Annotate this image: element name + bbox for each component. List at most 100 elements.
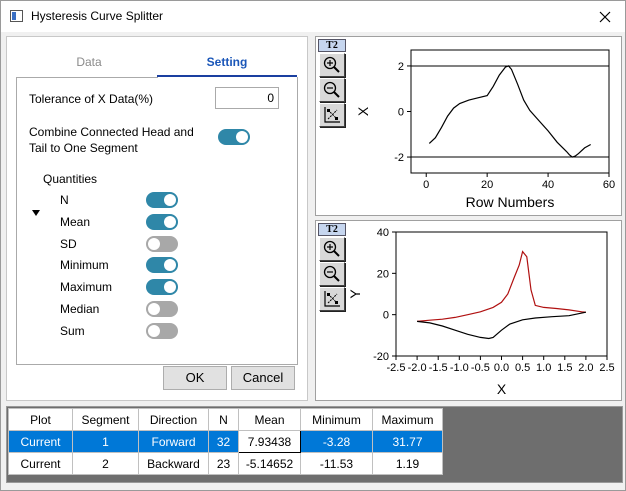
table-cell[interactable]: 1: [72, 430, 139, 453]
quantity-label-maximum: Maximum: [60, 280, 113, 295]
close-icon: [599, 11, 611, 23]
x-tick-label: -2.5: [387, 362, 406, 374]
column-header[interactable]: Mean: [238, 408, 301, 431]
quantities-label: Quantities: [43, 172, 98, 186]
zoom-out-button[interactable]: [319, 262, 345, 286]
combine-label-line1: Combine Connected Head and: [29, 125, 194, 139]
x-tick-label: 0.0: [494, 362, 509, 374]
quantity-label-n: N: [60, 193, 69, 207]
quantity-toggle-mean[interactable]: [146, 213, 178, 230]
plot-y-vs-x[interactable]: -2.5 -2.0 -1.5 -1.0 -0.5 0.0 0.5 1.0 1.5 2.0 2.5 40…: [316, 221, 621, 400]
results-grid: Plot Segment Direction N Mean Minimum Maximum …: [6, 406, 623, 483]
series-line-backward: [417, 311, 587, 340]
tab-setting[interactable]: Setting: [157, 49, 297, 77]
table-cell[interactable]: Backward: [138, 452, 209, 475]
table-cell[interactable]: 23: [208, 452, 239, 475]
y-tick-label: -20: [373, 351, 389, 363]
column-header[interactable]: N: [208, 408, 239, 431]
rescale-button[interactable]: [319, 103, 345, 127]
cancel-button[interactable]: Cancel: [231, 366, 295, 390]
x-axis-label: X: [497, 381, 507, 397]
table-cell[interactable]: -11.53: [300, 452, 373, 475]
x-axis-label: Row Numbers: [466, 194, 555, 210]
layer-badge[interactable]: T2: [318, 223, 346, 236]
table-cell[interactable]: 2: [72, 452, 139, 475]
y-tick-label: 2: [398, 61, 404, 73]
quantity-label-sd: SD: [60, 236, 77, 251]
quantity-toggle-n[interactable]: [146, 192, 178, 208]
x-tick-label: -1.5: [429, 362, 448, 374]
settings-box: [16, 77, 298, 365]
quantity-label-sum: Sum: [60, 323, 85, 338]
plot-panel-top: 0 20 40 60 2 0 -2 Row Numbers X T2: [315, 36, 622, 216]
column-header[interactable]: Direction: [138, 408, 209, 431]
table-cell[interactable]: 1.19: [372, 452, 443, 475]
zoom-out-icon: [323, 81, 340, 98]
quantity-label-minimum: Minimum: [60, 258, 109, 273]
column-header[interactable]: Maximum: [372, 408, 443, 431]
zoom-out-button[interactable]: [319, 78, 345, 102]
quantity-toggle-maximum[interactable]: [146, 279, 178, 296]
y-tick-label: 0: [398, 107, 404, 119]
table-cell[interactable]: Forward: [138, 430, 209, 453]
tolerance-input[interactable]: 0: [215, 87, 279, 109]
table-cell[interactable]: -5.14652: [238, 452, 301, 475]
x-tick-label: 0: [423, 179, 429, 191]
quantity-toggle-median[interactable]: [146, 301, 178, 317]
close-button[interactable]: [585, 1, 625, 32]
table-cell[interactable]: 32: [208, 430, 239, 453]
zoom-in-button[interactable]: [319, 237, 345, 261]
y-tick-label: 40: [377, 227, 389, 239]
quantity-label-mean: Mean: [60, 214, 91, 229]
y-tick-label: -2: [394, 152, 404, 164]
layer-badge[interactable]: T2: [318, 39, 346, 52]
quantity-toggle-minimum[interactable]: [146, 257, 178, 274]
table-cell[interactable]: 31.77: [372, 430, 443, 453]
tab-data[interactable]: Data: [76, 55, 102, 69]
quantity-toggle-sum[interactable]: [146, 322, 178, 339]
tolerance-label: Tolerance of X Data(%): [29, 92, 154, 106]
plot-frame: [395, 231, 608, 357]
table-row[interactable]: Current 1 Forward 32 7.93438 -3.28 31.77: [8, 430, 443, 453]
x-tick-label: 2.5: [599, 362, 614, 374]
x-tick-label: 1.5: [557, 362, 572, 374]
table-cell[interactable]: Current: [8, 452, 73, 475]
rescale-icon: [324, 291, 340, 307]
table-cell[interactable]: Current: [8, 430, 73, 453]
x-tick-label: -0.5: [471, 362, 490, 374]
table-cell[interactable]: -3.28: [300, 430, 373, 453]
settings-panel: Data Setting Tolerance of X Data(%) 0 Co…: [6, 36, 308, 401]
plot-panel-bottom: -2.5 -2.0 -1.5 -1.0 -0.5 0.0 0.5 1.0 1.5 2.0 2.5 40…: [315, 220, 622, 401]
y-axis-label: Y: [347, 289, 363, 299]
x-tick-label: 0.5: [515, 362, 530, 374]
combine-toggle[interactable]: [218, 129, 250, 145]
table-row[interactable]: Current 2 Backward 23 -5.14652 -11.53 1.19: [8, 452, 443, 475]
x-tick-label: 40: [542, 179, 554, 191]
column-header[interactable]: Minimum: [300, 408, 373, 431]
title-bar: Hysteresis Curve Splitter: [1, 1, 625, 32]
x-tick-label: 60: [603, 179, 615, 191]
results-table: Plot Segment Direction N Mean Minimum Maximum …: [8, 408, 443, 475]
series-line-forward: [417, 250, 586, 322]
column-header[interactable]: Segment: [72, 408, 139, 431]
series-line-0: [428, 65, 591, 158]
ok-button[interactable]: OK: [163, 366, 227, 390]
y-axis-label: X: [355, 106, 371, 116]
table-cell[interactable]: 7.93438: [238, 430, 301, 453]
zoom-in-button[interactable]: [319, 53, 345, 77]
column-header[interactable]: Plot: [8, 408, 73, 431]
y-tick-label: 0: [383, 310, 389, 322]
plot-toolbar-bottom: T2: [318, 223, 346, 311]
x-tick-label: -1.0: [450, 362, 469, 374]
quantity-label-median: Median: [60, 302, 100, 316]
zoom-in-icon: [323, 240, 340, 257]
zoom-in-icon: [323, 56, 340, 73]
rescale-button[interactable]: [319, 287, 345, 311]
x-tick-label: 1.0: [536, 362, 551, 374]
zoom-out-icon: [323, 265, 340, 282]
collapse-triangle-icon[interactable]: [32, 210, 40, 216]
rescale-icon: [324, 107, 340, 123]
quantity-toggle-sd[interactable]: [146, 235, 178, 252]
